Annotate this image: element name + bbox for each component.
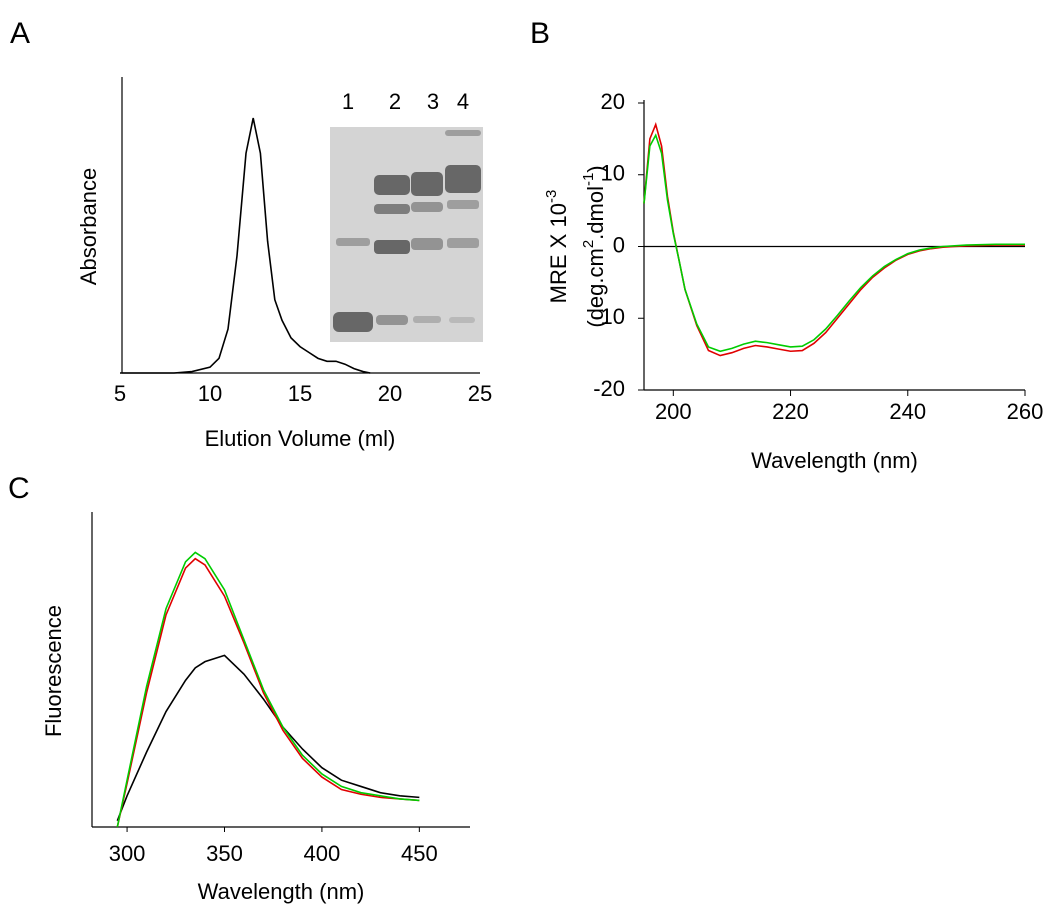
x-tick-label: 220 [772,399,809,424]
lane-label: 1 [342,89,354,114]
data-line [120,117,371,374]
x-tick-label: 20 [378,381,402,406]
y-tick-label: 10 [601,161,625,186]
x-tick-label: 400 [304,841,341,866]
x-tick-label: 5 [114,381,126,406]
y-axis-label: Absorbance [76,168,101,285]
label-part: ) [583,165,608,172]
label-part: .dmol [583,186,608,240]
x-tick-label: 10 [198,381,222,406]
lane-label: 3 [427,89,439,114]
x-tick-label: 260 [1007,399,1044,424]
y-axis-label: (deg.cm2.dmol-1) [580,165,608,327]
y-tick-label: 20 [601,89,625,114]
x-axis-label: Wavelength (nm) [751,448,918,473]
panel-label: C [8,472,30,505]
y-axis-label: MRE X 10-3 [543,190,571,304]
lane-label: 4 [457,89,469,114]
y-tick-label: -10 [593,304,625,329]
x-tick-label: 15 [288,381,312,406]
y-axis-label: Fluorescence [41,605,66,737]
superscript: 2 [580,240,597,248]
panel-label: A [10,17,30,50]
data-line [643,122,1025,357]
gel-bands [333,130,481,332]
data-line [116,551,420,828]
x-tick-label: 300 [109,841,146,866]
x-tick-label: 200 [655,399,692,424]
x-tick-label: 450 [401,841,438,866]
label-part: MRE X 10 [546,203,571,303]
label-part: (deg.cm [583,248,608,327]
x-tick-label: 350 [206,841,243,866]
x-tick-label: 25 [468,381,492,406]
x-axis-label: Elution Volume (ml) [205,426,396,451]
superscript: -1 [580,173,597,186]
y-tick-label: 0 [613,232,625,257]
data-line [643,133,1025,353]
panel-label: B [530,17,550,50]
data-line [116,557,420,828]
lane-label: 2 [389,89,401,114]
gel-inset [330,127,483,342]
x-axis-label: Wavelength (nm) [198,879,365,904]
data-line [116,654,420,822]
y-tick-label: -20 [593,376,625,401]
superscript: -3 [543,190,560,203]
x-tick-label: 240 [889,399,926,424]
gel [330,127,483,342]
